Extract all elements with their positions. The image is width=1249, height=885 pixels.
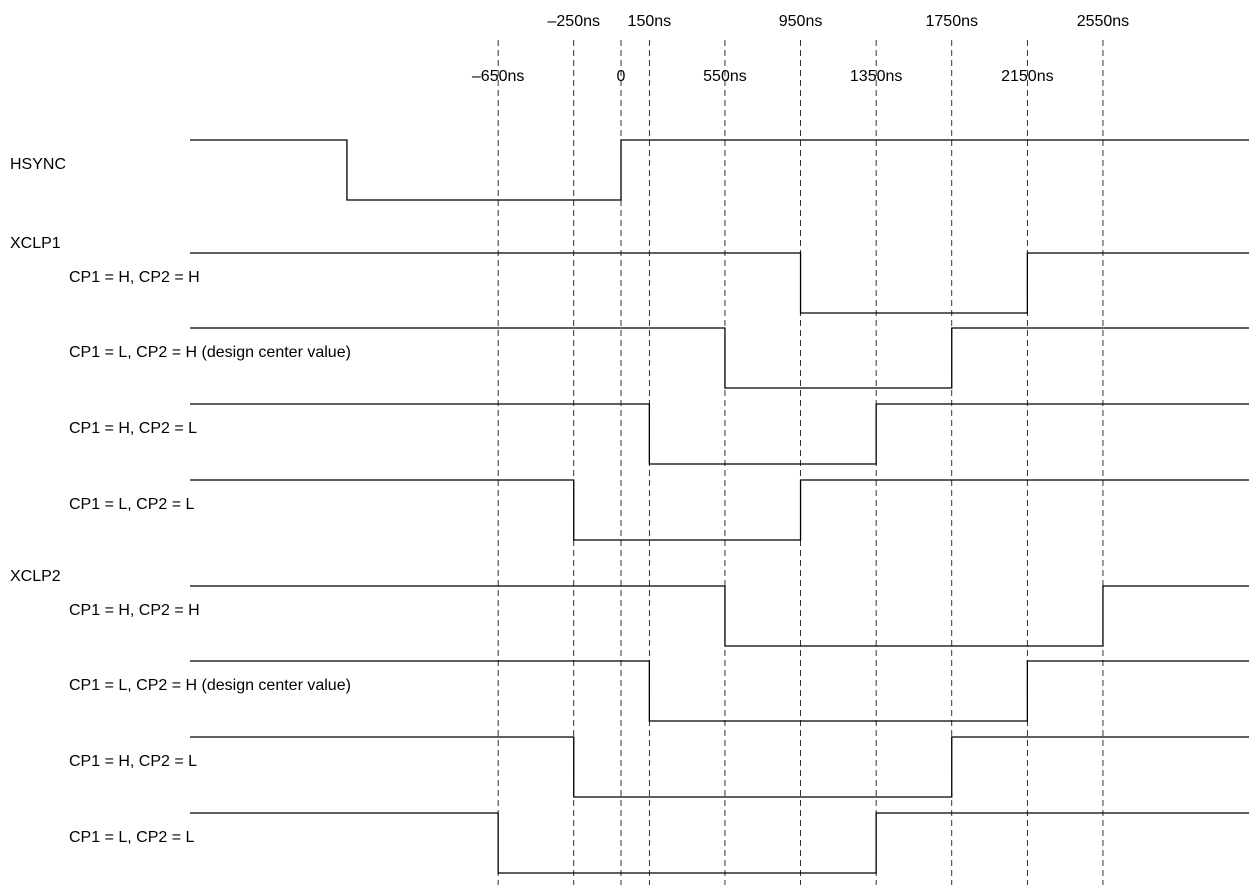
time-marker-label: –250ns: [548, 13, 601, 30]
signal-label: CP1 = L, CP2 = H (design center value): [69, 677, 351, 694]
time-marker-labels: –650ns –250ns 0 150ns 550ns 950ns 1350ns 1750ns…: [472, 13, 1129, 85]
signal-group-label: XCLP2: [10, 568, 61, 585]
waveform-xclp1-4: [190, 479, 1249, 541]
time-marker-label: 0: [617, 68, 626, 85]
time-guide-lines: [497, 40, 1104, 885]
waveform-xclp2-4: [190, 812, 1249, 874]
time-marker-label: 1750ns: [926, 13, 979, 30]
waveform-xclp1-2: [190, 327, 1249, 389]
signal-label: CP1 = H, CP2 = H: [69, 602, 200, 619]
signal-labels: HSYNC XCLP1 CP1 = H, CP2 = H CP1 = L, CP2 =…: [10, 156, 351, 846]
time-marker-label: 950ns: [779, 13, 823, 30]
time-marker-label: 1350ns: [850, 68, 903, 85]
time-marker-label: 150ns: [628, 13, 672, 30]
signal-label: HSYNC: [10, 156, 66, 173]
waveform-xclp2-1: [190, 585, 1249, 647]
waveform-xclp2-3: [190, 736, 1249, 798]
signal-label: CP1 = H, CP2 = H: [69, 269, 200, 286]
waveforms: [190, 139, 1249, 874]
signal-label: CP1 = L, CP2 = H (design center value): [69, 344, 351, 361]
signal-label: CP1 = H, CP2 = L: [69, 753, 197, 770]
time-marker-label: 2550ns: [1077, 13, 1130, 30]
time-marker-label: 2150ns: [1001, 68, 1054, 85]
waveform-xclp1-1: [190, 252, 1249, 314]
time-marker-label: 550ns: [703, 68, 747, 85]
signal-label: CP1 = L, CP2 = L: [69, 496, 195, 513]
signal-label: CP1 = L, CP2 = L: [69, 829, 195, 846]
signal-group-label: XCLP1: [10, 235, 61, 252]
waveform-hsync: [190, 139, 1249, 201]
time-marker-label: –650ns: [472, 68, 525, 85]
waveform-xclp2-2: [190, 660, 1249, 722]
signal-label: CP1 = H, CP2 = L: [69, 420, 197, 437]
waveform-xclp1-3: [190, 403, 1249, 465]
